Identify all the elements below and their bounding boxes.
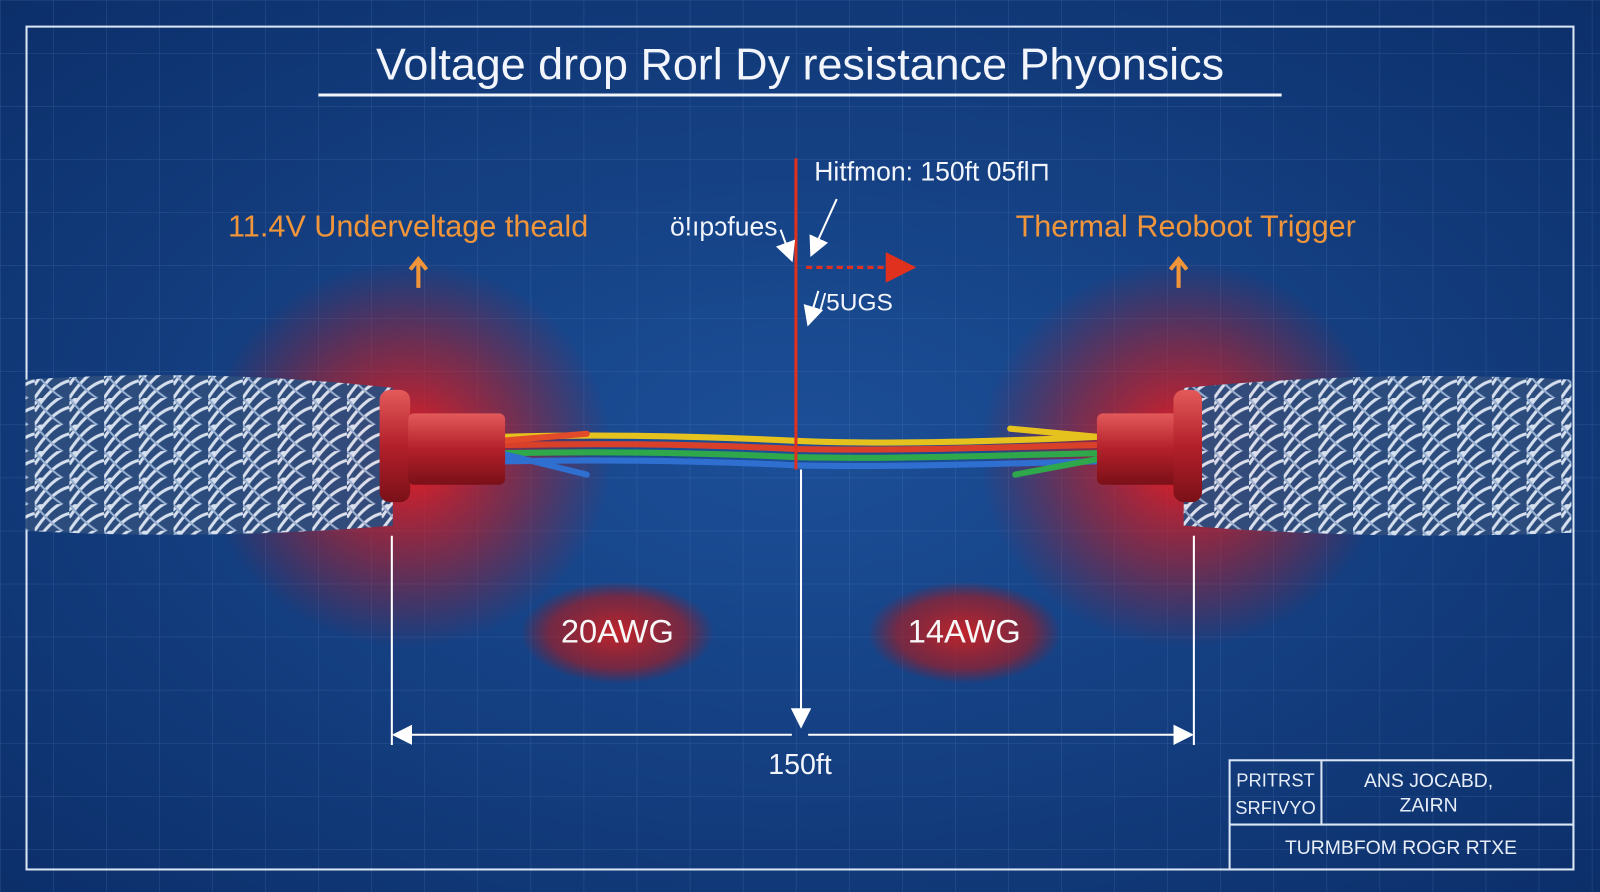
callout: /5UGS — [819, 290, 892, 317]
title: Voltage drop Rorl Dy resistance Phyonsic… — [376, 38, 1224, 89]
title-block-text: TURMBFOM ROGR RTXE — [1285, 837, 1517, 859]
braided-cable — [25, 375, 393, 535]
dimension-label: 150ft — [768, 749, 832, 781]
leader-arrow — [809, 198, 838, 258]
callout: ö!ıpɔfues — [670, 212, 778, 242]
gauge-label: 20AWG — [561, 612, 674, 649]
title-block-text: ANS JOCABD, — [1364, 770, 1493, 792]
side-label: 11.4V Underveltage theald — [228, 210, 588, 244]
callout: Hitfmon: 150ft 05fl⊓ — [814, 157, 1050, 187]
leader-arrow — [775, 229, 796, 263]
title-block-text: ZAIRN — [1400, 794, 1458, 816]
title-block — [1228, 759, 1575, 871]
title-block-text: PRITRST — [1236, 770, 1315, 791]
title-block-text: SRFIVYO — [1235, 797, 1316, 818]
leader-arrow — [803, 290, 824, 327]
wire-bundle — [496, 425, 1100, 478]
gauge-label: 14AWG — [908, 612, 1021, 649]
gauge-glow — [520, 581, 715, 684]
side-label: Thermal Reoboot Trigger — [1016, 210, 1356, 244]
up-arrow — [408, 255, 429, 288]
gauge-glow — [867, 581, 1062, 684]
up-arrow — [1168, 255, 1189, 288]
braided-cable — [1183, 376, 1572, 536]
connector — [379, 389, 1203, 503]
